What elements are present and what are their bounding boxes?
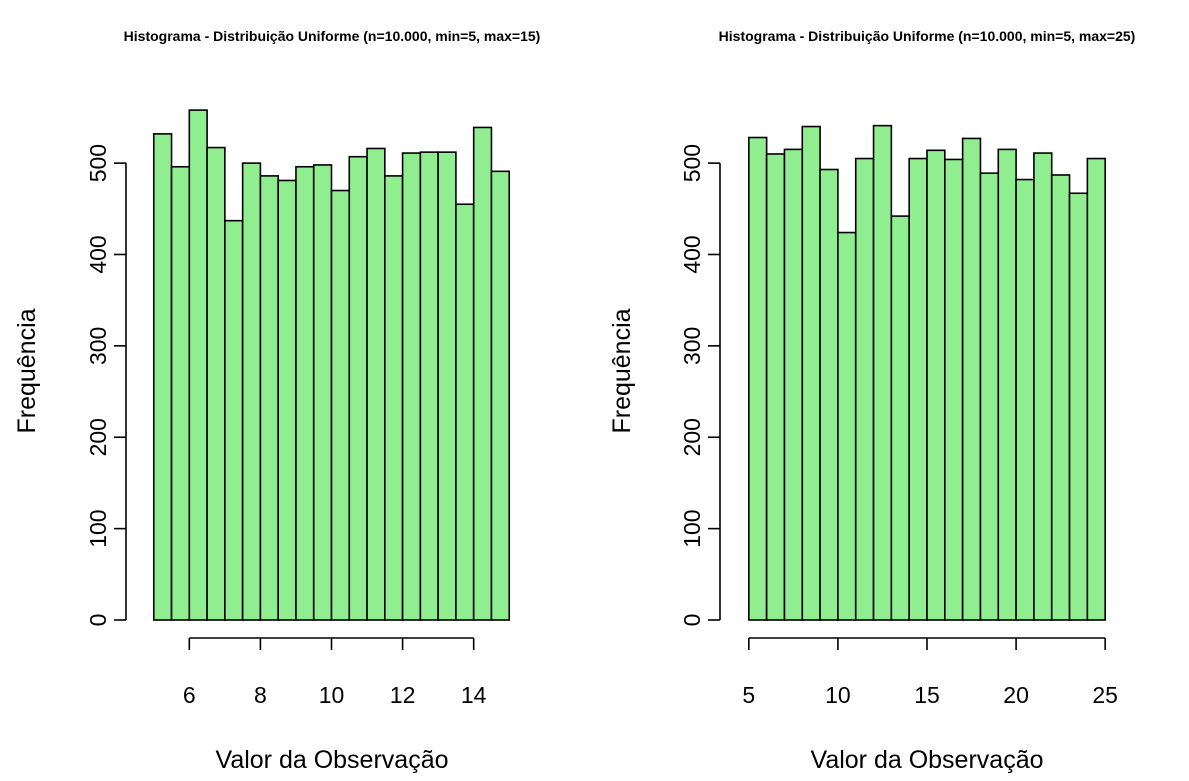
- bars-group-1: [152, 109, 511, 621]
- x-axis-1: 6 8 10 12 14: [183, 637, 487, 708]
- chart-title-1: Histograma - Distribuição Uniforme (n=10…: [124, 28, 541, 44]
- histogram-bar: [312, 164, 333, 621]
- histogram-bar: [330, 189, 351, 621]
- histogram-bar: [944, 158, 964, 621]
- histogram-bar: [277, 179, 297, 621]
- histogram-bar: [854, 157, 875, 621]
- x-tick-label: 14: [461, 682, 487, 708]
- histogram-bar: [1033, 152, 1053, 621]
- histogram-bar: [241, 162, 262, 621]
- x-axis-2: 5 10 15 20 25: [742, 637, 1118, 708]
- histogram-bar: [152, 133, 173, 621]
- histogram-bar: [837, 231, 857, 621]
- histogram-panel-1: Histograma - Distribuição Uniforme (n=10…: [13, 28, 540, 774]
- y-tick-label: 400: [679, 235, 705, 273]
- histogram-bar: [384, 175, 404, 621]
- histogram-bar: [170, 165, 191, 621]
- bars-group-2: [748, 124, 1106, 621]
- histogram-bar: [819, 168, 839, 621]
- x-tick-label: 15: [914, 682, 940, 708]
- y-tick-label: 200: [85, 418, 111, 456]
- y-tick-label: 500: [85, 144, 111, 182]
- y-tick-label: 0: [85, 614, 111, 627]
- histogram-bar: [783, 148, 804, 621]
- histogram-bar: [188, 109, 208, 621]
- histogram-bar: [348, 155, 368, 621]
- y-tick-label: 100: [85, 509, 111, 547]
- histogram-bar: [401, 152, 422, 621]
- histogram-bar: [1086, 157, 1106, 621]
- x-tick-label: 5: [742, 682, 755, 708]
- histogram-bar: [748, 136, 768, 621]
- histogram-bar: [979, 172, 1000, 621]
- y-tick-label: 200: [679, 418, 705, 456]
- x-axis-label-2: Valor da Observação: [811, 746, 1044, 774]
- histogram-bar: [366, 147, 386, 621]
- y-tick-label: 300: [85, 327, 111, 365]
- histogram-bar: [259, 175, 279, 621]
- histogram-bar: [437, 151, 457, 621]
- y-tick-label: 0: [679, 614, 705, 627]
- y-tick-label: 100: [679, 509, 705, 547]
- histogram-bar: [1068, 192, 1089, 621]
- histogram-bar: [472, 126, 493, 621]
- histogram-bar: [997, 148, 1017, 621]
- y-tick-label: 400: [85, 235, 111, 273]
- histogram-panel-2: Histograma - Distribuição Uniforme (n=10…: [608, 28, 1135, 774]
- x-tick-label: 8: [254, 682, 267, 708]
- x-tick-label: 6: [183, 682, 196, 708]
- y-tick-label: 300: [679, 327, 705, 365]
- histogram-bar: [961, 137, 982, 621]
- histogram-bar: [490, 170, 511, 621]
- histogram-bar: [872, 124, 893, 621]
- histogram-bar: [224, 219, 244, 621]
- histogram-bar: [455, 203, 475, 621]
- histogram-bar: [295, 165, 315, 621]
- y-axis-2: 0 100 200 300 400 500: [679, 144, 721, 627]
- histogram-bar: [908, 157, 928, 621]
- x-tick-label: 10: [825, 682, 851, 708]
- x-tick-label: 12: [390, 682, 416, 708]
- histogram-bar: [926, 149, 946, 621]
- histogram-bar: [890, 215, 910, 621]
- histogram-bar: [765, 153, 786, 621]
- y-axis-label-2: Frequência: [608, 308, 636, 433]
- histogram-bar: [801, 125, 821, 621]
- histogram-bar: [1050, 174, 1071, 621]
- chart-title-2: Histograma - Distribuição Uniforme (n=10…: [719, 28, 1136, 44]
- x-tick-label: 25: [1092, 682, 1118, 708]
- y-axis-label-1: Frequência: [13, 308, 41, 433]
- histogram-bar: [419, 151, 439, 621]
- x-axis-label-1: Valor da Observação: [216, 746, 449, 774]
- x-tick-label: 20: [1003, 682, 1029, 708]
- y-axis-1: 0 100 200 300 400 500: [85, 144, 127, 627]
- histogram-bar: [1015, 178, 1035, 621]
- x-tick-label: 10: [319, 682, 345, 708]
- y-tick-label: 500: [679, 144, 705, 182]
- histogram-bar: [206, 146, 226, 621]
